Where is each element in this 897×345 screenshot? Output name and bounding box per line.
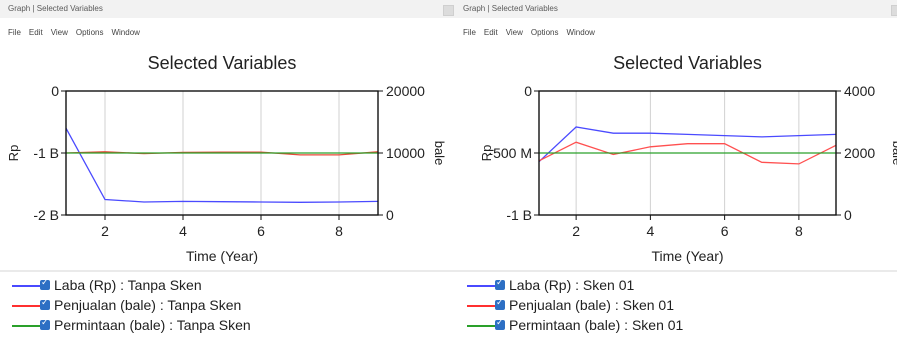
legend-swatch bbox=[12, 285, 40, 287]
menu-file[interactable]: File bbox=[463, 28, 476, 37]
x-tick-label: 4 bbox=[646, 223, 654, 239]
chart-title: Selected Variables bbox=[148, 53, 297, 73]
menu-options[interactable]: Options bbox=[530, 28, 559, 37]
legend-label: Laba (Rp) : Tanpa Sken bbox=[54, 277, 202, 293]
series-line-2 bbox=[538, 141, 837, 165]
series-line-1 bbox=[538, 126, 837, 163]
x-tick-label: 6 bbox=[721, 223, 729, 239]
x-axis-label: Time (Year) bbox=[186, 248, 258, 264]
checkbox-icon[interactable] bbox=[495, 278, 505, 290]
series-line-1 bbox=[65, 127, 379, 203]
line-chart: Selected Variables 2 4 6 8 0 -500 M -1 B 4000 200… bbox=[479, 53, 897, 264]
legend-swatch bbox=[467, 325, 495, 327]
legend-item: Permintaan (bale) : Sken 01 bbox=[467, 316, 887, 336]
y2-axis-label: bale bbox=[432, 141, 447, 166]
y-axis-label: Rp bbox=[479, 145, 494, 162]
checkbox-icon[interactable] bbox=[40, 318, 50, 330]
checkbox-icon[interactable] bbox=[40, 298, 50, 310]
legend-item: Permintaan (bale) : Tanpa Sken bbox=[12, 316, 432, 336]
menu-view[interactable]: View bbox=[505, 28, 523, 37]
window-close-icon[interactable] bbox=[443, 5, 454, 16]
window-title: Graph | Selected Variables bbox=[463, 4, 558, 13]
menu-edit[interactable]: Edit bbox=[483, 28, 498, 37]
legend-item: Penjualan (bale) : Tanpa Sken bbox=[12, 296, 432, 316]
legend-item: Penjualan (bale) : Sken 01 bbox=[467, 296, 887, 316]
legend-divider bbox=[455, 270, 897, 272]
legend-label: Penjualan (bale) : Sken 01 bbox=[509, 297, 674, 313]
x-tick-label: 4 bbox=[179, 223, 187, 239]
x-tick-label: 8 bbox=[795, 223, 803, 239]
legend-label: Laba (Rp) : Sken 01 bbox=[509, 277, 635, 293]
menu-view[interactable]: View bbox=[50, 28, 68, 37]
legend-label: Penjualan (bale) : Tanpa Sken bbox=[54, 297, 242, 313]
legend-item: Laba (Rp) : Tanpa Sken bbox=[12, 276, 432, 296]
chart-title: Selected Variables bbox=[613, 53, 762, 73]
y2-tick-label: 0 bbox=[844, 207, 852, 223]
legend-item: Laba (Rp) : Sken 01 bbox=[467, 276, 887, 296]
window-title: Graph | Selected Variables bbox=[8, 4, 103, 13]
chart-legend: Laba (Rp) : Sken 01 Penjualan (bale) : S… bbox=[467, 276, 887, 336]
y-tick-label: -500 M bbox=[488, 145, 532, 161]
x-tick-label: 6 bbox=[257, 223, 265, 239]
y2-axis-label: bale bbox=[890, 141, 897, 166]
menu-file[interactable]: File bbox=[8, 28, 21, 37]
y-tick-label: -1 B bbox=[506, 207, 532, 223]
y2-tick-label: 20000 bbox=[386, 83, 425, 99]
legend-divider bbox=[0, 270, 455, 272]
y-tick-label: 0 bbox=[51, 83, 59, 99]
x-axis-label: Time (Year) bbox=[651, 248, 723, 264]
window-title-bar[interactable]: Graph | Selected Variables bbox=[0, 0, 455, 18]
menu-edit[interactable]: Edit bbox=[28, 28, 43, 37]
y-tick-label: 0 bbox=[524, 83, 532, 99]
checkbox-icon[interactable] bbox=[40, 278, 50, 290]
window-title-bar[interactable]: Graph | Selected Variables bbox=[455, 0, 897, 18]
graph-window-1: Graph | Selected Variables File Edit View O… bbox=[0, 0, 455, 345]
chart-legend: Laba (Rp) : Tanpa Sken Penjualan (bale) … bbox=[12, 276, 432, 336]
x-tick-label: 8 bbox=[335, 223, 343, 239]
legend-label: Permintaan (bale) : Sken 01 bbox=[509, 317, 684, 333]
legend-label: Permintaan (bale) : Tanpa Sken bbox=[54, 317, 251, 333]
y2-tick-label: 10000 bbox=[386, 145, 425, 161]
y2-tick-label: 4000 bbox=[844, 83, 875, 99]
window-close-icon[interactable] bbox=[891, 5, 897, 16]
legend-swatch bbox=[12, 305, 40, 307]
x-tick-label: 2 bbox=[101, 223, 109, 239]
legend-swatch bbox=[467, 285, 495, 287]
legend-swatch bbox=[12, 325, 40, 327]
checkbox-icon[interactable] bbox=[495, 298, 505, 310]
menu-bar: File Edit View Options Window bbox=[455, 26, 595, 40]
legend-swatch bbox=[467, 305, 495, 307]
menu-options[interactable]: Options bbox=[75, 28, 104, 37]
line-chart: Selected Variables 2 4 6 8 0 -1 B -2 B 20000 1000… bbox=[6, 53, 447, 264]
graph-window-2: Graph | Selected Variables File Edit View O… bbox=[455, 0, 897, 345]
y2-tick-label: 2000 bbox=[844, 145, 875, 161]
menu-window[interactable]: Window bbox=[111, 28, 140, 37]
menu-bar: File Edit View Options Window bbox=[0, 26, 140, 40]
menu-window[interactable]: Window bbox=[566, 28, 595, 37]
checkbox-icon[interactable] bbox=[495, 318, 505, 330]
y-tick-label: -1 B bbox=[33, 145, 59, 161]
y-tick-label: -2 B bbox=[33, 207, 59, 223]
y2-tick-label: 0 bbox=[386, 207, 394, 223]
y-axis-label: Rp bbox=[6, 145, 21, 162]
x-tick-label: 2 bbox=[572, 223, 580, 239]
